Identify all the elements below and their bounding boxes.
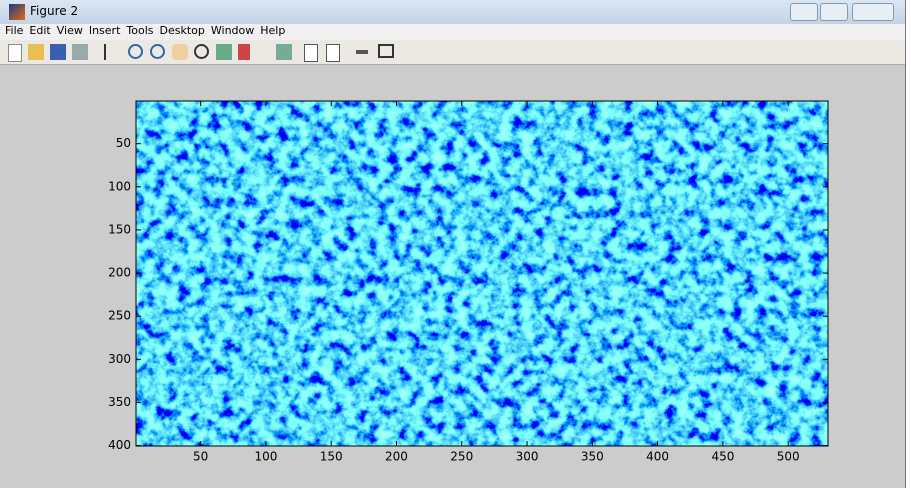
zoom-out-button[interactable] — [150, 44, 165, 59]
menu-item[interactable]: Desktop — [160, 24, 205, 37]
close-button[interactable] — [852, 3, 894, 21]
x-tick-label: 50 — [193, 450, 208, 464]
menu-item[interactable]: Edit — [29, 24, 50, 37]
y-tick-label: 350 — [108, 395, 131, 409]
pan-button[interactable] — [172, 44, 188, 60]
colorbar-button[interactable] — [304, 44, 318, 62]
x-tick-label: 200 — [385, 450, 408, 464]
menu-bar: File Edit View Insert Tools Desktop Window Help — [0, 24, 905, 40]
link-button[interactable] — [276, 44, 292, 60]
x-tick-label: 150 — [320, 450, 343, 464]
menu-item[interactable]: Insert — [89, 24, 121, 37]
menu-item[interactable]: Tools — [126, 24, 153, 37]
menu-item[interactable]: View — [57, 24, 83, 37]
title-bar: Figure 2 — [0, 0, 905, 24]
save-button[interactable] — [50, 44, 66, 60]
open-button[interactable] — [28, 44, 44, 60]
show-tools-button[interactable] — [378, 44, 394, 58]
x-tick-label: 250 — [450, 450, 473, 464]
y-tick-label: 400 — [108, 438, 131, 452]
x-tick-label: 350 — [581, 450, 604, 464]
app-icon — [9, 4, 25, 20]
axes: 50 100 150 200 250 300 350 400 450 500 50 100 150 200… — [108, 101, 828, 464]
y-tick-label: 100 — [108, 179, 131, 193]
hide-tools-button[interactable] — [356, 50, 368, 54]
y-tick-label: 250 — [108, 309, 131, 323]
menu-item[interactable]: Help — [260, 24, 285, 37]
minimize-button[interactable] — [790, 3, 818, 21]
x-tick-label: 300 — [516, 450, 539, 464]
menu-item[interactable]: File — [5, 24, 23, 37]
x-tick-label: 100 — [254, 450, 277, 464]
y-tick-label: 200 — [108, 266, 131, 280]
image — [136, 101, 828, 446]
x-tick-label: 450 — [711, 450, 734, 464]
plot-area: 50 100 150 200 250 300 350 400 450 500 50 100 150 200… — [0, 64, 905, 488]
toolbar — [0, 40, 905, 65]
data-cursor-button[interactable] — [216, 44, 232, 60]
figure-window: Figure 2 File Edit View Insert Tools Desktop W… — [0, 0, 906, 488]
new-button[interactable] — [8, 44, 22, 62]
y-tick-label: 50 — [116, 136, 131, 150]
zoom-in-button[interactable] — [128, 44, 143, 59]
print-button[interactable] — [72, 44, 88, 60]
rotate-button[interactable] — [194, 44, 209, 59]
legend-button[interactable] — [326, 44, 340, 62]
maximize-button[interactable] — [820, 3, 848, 21]
y-tick-label: 300 — [108, 352, 131, 366]
window-title: Figure 2 — [30, 4, 78, 18]
brush-button[interactable] — [238, 44, 250, 60]
select-button[interactable] — [104, 44, 116, 60]
menu-item[interactable]: Window — [211, 24, 254, 37]
x-tick-label: 400 — [646, 450, 669, 464]
y-tick-label: 150 — [108, 222, 131, 236]
x-tick-label: 500 — [777, 450, 800, 464]
